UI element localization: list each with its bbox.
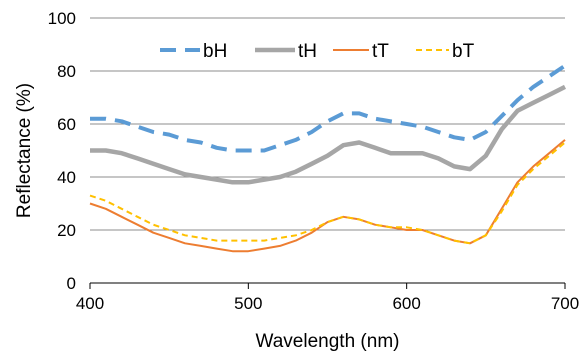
series-lines xyxy=(89,64,567,253)
series-line-bT xyxy=(89,141,566,245)
x-tick-label: 700 xyxy=(551,294,579,313)
x-axis-label: Wavelength (nm) xyxy=(256,331,400,352)
y-tick-label: 60 xyxy=(57,115,76,134)
y-axis-ticks: 0 20 40 60 80 100 xyxy=(48,9,76,293)
legend-label-bT: bT xyxy=(452,41,475,62)
legend-label-tT: tT xyxy=(372,41,389,62)
y-axis-label: Reflectance (%) xyxy=(14,83,35,218)
legend: bH tH tT bT xyxy=(160,41,475,62)
series-line-bH xyxy=(90,64,567,153)
y-tick-label: 100 xyxy=(48,9,76,28)
y-tick-label: 40 xyxy=(57,168,76,187)
x-tick-label: 400 xyxy=(76,294,104,313)
x-tick-label: 600 xyxy=(392,294,420,313)
legend-label-tH: tH xyxy=(298,41,317,62)
series-line-tH xyxy=(90,84,567,185)
y-tick-label: 0 xyxy=(67,274,76,293)
x-axis-ticks: 400 500 600 700 xyxy=(76,283,579,313)
y-tick-label: 20 xyxy=(57,221,76,240)
y-tick-label: 80 xyxy=(57,62,76,81)
x-tick-label: 500 xyxy=(234,294,262,313)
gridlines xyxy=(90,17,565,284)
legend-label-bH: bH xyxy=(203,41,227,62)
